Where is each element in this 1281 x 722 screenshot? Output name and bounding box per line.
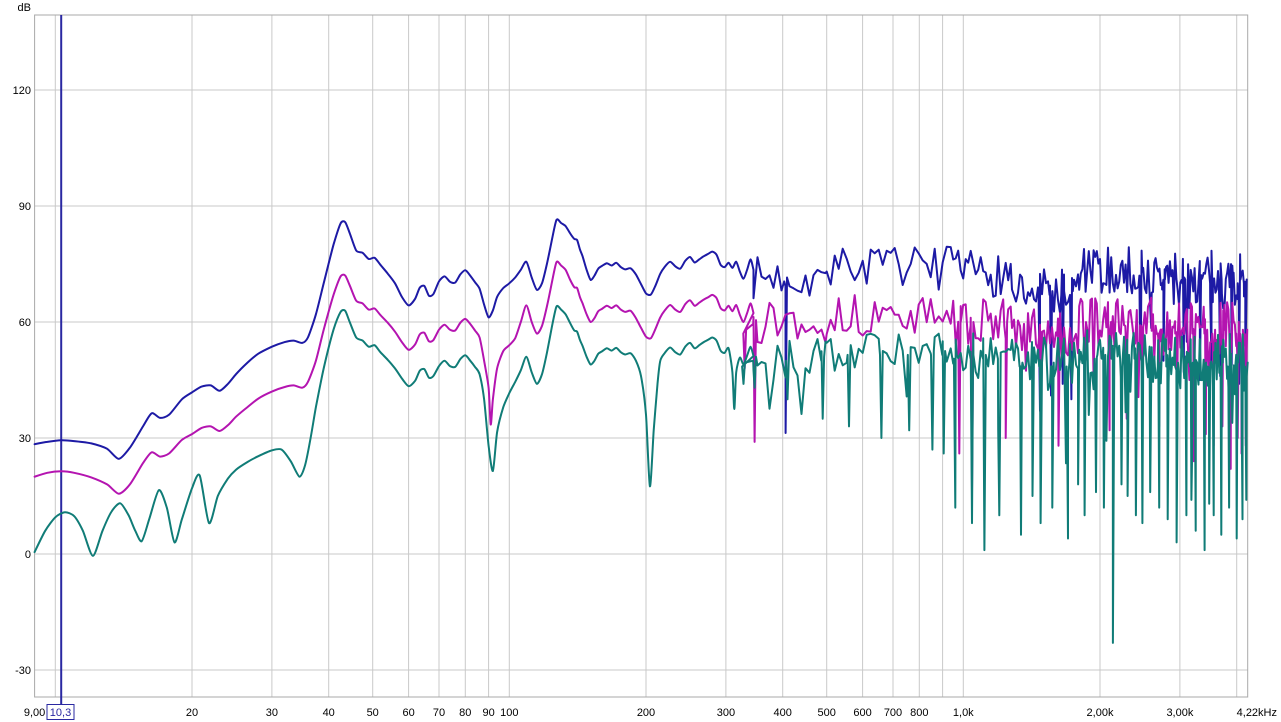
y-axis-tick-label: -30 (15, 665, 31, 677)
x-axis-tick-label: 70 (433, 707, 445, 719)
y-axis-tick-label: 90 (19, 201, 31, 213)
y-axis-tick-label: 60 (19, 317, 31, 329)
x-axis-tick-label: 20 (186, 707, 198, 719)
x-axis-tick-label: 60 (402, 707, 414, 719)
trace-magenta (33, 260, 1249, 495)
y-axis-tick-labels: 120 90 60 30 0 -30 (13, 85, 31, 677)
x-axis-tick-labels: 9,00 20 30 40 50 60 70 80 90 100 200 300 400 500 600 70… (24, 707, 1277, 719)
plot-area[interactable] (34, 15, 1248, 697)
x-axis-tick-label: 700 (884, 707, 902, 719)
x-axis-tick-label: 4,22kHz (1237, 707, 1277, 719)
y-axis-tick-label: 120 (13, 85, 31, 97)
x-axis-tick-label: 2,00k (1087, 707, 1114, 719)
x-axis-tick-label: 400 (774, 707, 792, 719)
cursor-readout-box[interactable] (46, 704, 75, 720)
trace-blue (33, 218, 1248, 460)
cursor-readout-value: 10,3 (50, 707, 71, 719)
x-axis-tick-label: 50 (367, 707, 379, 719)
x-axis-tick-label: 1,0k (953, 707, 974, 719)
x-axis-tick-label: 90 (482, 707, 494, 719)
x-axis-tick-label: 40 (323, 707, 335, 719)
x-axis-tick-label: 500 (818, 707, 836, 719)
x-axis-tick-label: 800 (910, 707, 928, 719)
y-axis-tick-label: 30 (19, 433, 31, 445)
x-axis-tick-label: 300 (717, 707, 735, 719)
x-axis-tick-label: 3,00k (1166, 707, 1193, 719)
y-axis-tick-label: 0 (25, 549, 31, 561)
plot-border (34, 14, 1249, 698)
x-axis-tick-label: 600 (853, 707, 871, 719)
x-axis-tick-label: 80 (459, 707, 471, 719)
y-axis-unit-label: dB (18, 2, 31, 14)
cursor-frequency-readout[interactable]: 10,3 (46, 704, 75, 720)
x-axis-tick-label: 100 (500, 707, 518, 719)
x-axis-tick-label: 9,00 (24, 707, 45, 719)
x-axis-tick-label: 30 (266, 707, 278, 719)
trace-teal (33, 304, 1249, 644)
x-axis-tick-label: 200 (637, 707, 655, 719)
